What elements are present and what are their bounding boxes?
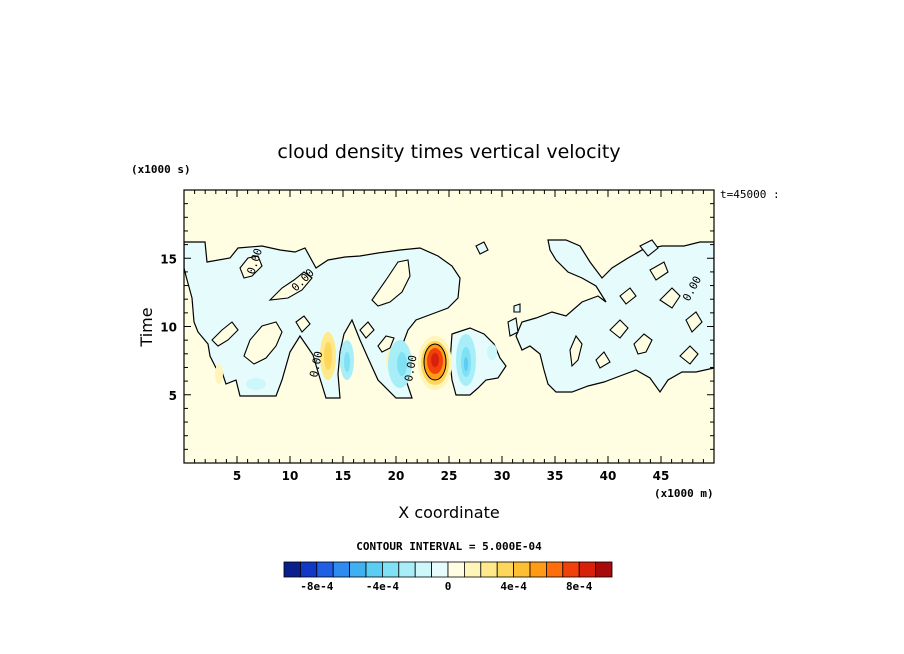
colorbar-swatch [316,561,334,578]
colorbar-swatch [332,561,351,578]
colorbar-swatch [595,561,613,578]
clear-hole [633,333,653,355]
x-axis: 5 10 15 20 25 30 35 40 45 [233,469,670,483]
negative-region [487,344,497,360]
y-tick-label: 10 [160,321,177,335]
colorbar-swatch [578,561,597,578]
x-tick-label: 35 [547,469,564,483]
cloud-patch [513,303,521,313]
axis-ticks [184,190,714,463]
x-tick-label: 10 [282,469,299,483]
colorbar-tick-label: 4e-4 [500,580,527,593]
x-tick-label: 25 [441,469,458,483]
colorbar-swatch [414,561,433,578]
x-tick-label: 45 [653,469,670,483]
clear-hole [619,287,637,305]
colorbar-tick-label: 8e-4 [566,580,593,593]
colorbar-swatch [480,561,498,578]
colorbar-swatch [381,561,400,578]
colorbar-swatch [562,561,580,578]
clear-hole [649,261,669,281]
chart-title: cloud density times vertical velocity [277,141,620,163]
cloud-band-region [515,239,714,394]
contour-interval-label: CONTOUR INTERVAL = 5.000E-04 [356,540,542,553]
x-tick-label: 20 [388,469,405,483]
clear-hole [569,334,583,368]
time-label: t=45000 : [720,188,780,201]
colorbar-swatch [546,561,564,578]
clear-hole [371,259,411,307]
positive-region [324,342,332,370]
colorbar-swatch [513,561,531,578]
clear-hole [243,321,283,365]
x-axis-label: X coordinate [398,503,499,522]
colorbar-tick-label: 0 [445,580,452,593]
colorbar-swatch [283,561,301,578]
y-units-label: (x1000 s) [131,163,191,176]
clear-hole [609,319,629,339]
clear-hole [295,315,311,333]
colorbar-swatch [463,561,482,578]
cloud-patch [639,239,659,257]
clear-hole [268,271,313,301]
x-units-label: (x1000 m) [654,487,714,500]
clear-hole [679,345,699,365]
contour-label: 0.00 [307,350,325,379]
colorbar-swatch [447,561,465,578]
cloud-patch [475,241,489,255]
clear-hole [685,311,703,333]
negative-region [344,352,350,372]
y-axis: 5 10 15 [160,252,177,403]
colorbar-swatch [349,561,367,578]
contour-label: 0.00 [402,354,419,382]
positive-region [215,364,223,384]
negative-region [246,378,266,390]
colorbar-swatch [398,561,416,578]
colorbar-swatch [529,561,547,578]
colorbar-tick-label: -4e-4 [366,580,399,593]
x-tick-label: 30 [494,469,511,483]
x-tick-label: 5 [233,469,241,483]
colorbar-swatch [431,561,449,578]
colorbar: -8e-4 -4e-4 0 4e-4 8e-4 [283,561,613,593]
colorbar-swatch [299,561,318,578]
colorbar-swatch [496,561,515,578]
cloud-patch [507,317,519,337]
colorbar-tick-label: -8e-4 [300,580,333,593]
y-axis-label: Time [137,307,156,347]
updraft-core [431,353,439,367]
clear-hole [359,321,375,339]
clear-hole [211,321,239,347]
x-tick-label: 15 [335,469,352,483]
clear-hole [239,255,263,279]
clear-hole [377,335,395,353]
negative-region [464,357,468,371]
x-tick-label: 40 [600,469,617,483]
field-layer [184,239,714,399]
clear-hole [595,351,611,369]
y-tick-label: 15 [160,252,177,266]
clear-hole [659,287,681,309]
colorbar-swatch [365,561,383,578]
negative-region [397,352,407,376]
y-tick-label: 5 [169,389,177,403]
